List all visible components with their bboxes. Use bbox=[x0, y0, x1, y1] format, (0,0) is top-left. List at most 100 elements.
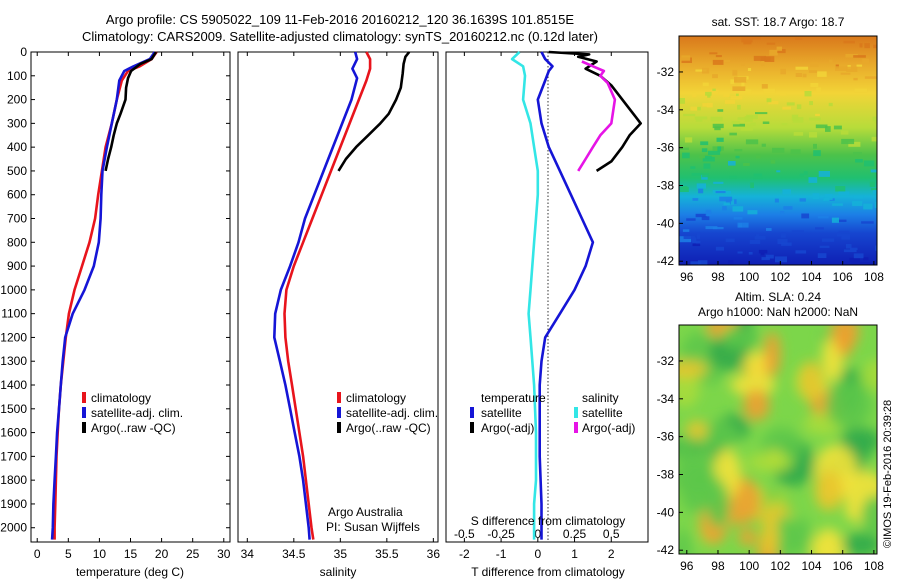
sst-lat-axis: -32 -34 -36 -38 -40 -42 bbox=[657, 65, 683, 268]
s-diff-tick-label: -0.5 bbox=[454, 527, 475, 541]
sst-patch bbox=[795, 250, 807, 254]
y-tick-label: 1900 bbox=[0, 497, 27, 511]
sst-patch bbox=[808, 70, 818, 73]
sst-patch bbox=[710, 116, 723, 122]
sst-patch bbox=[680, 186, 689, 192]
sst-patch bbox=[695, 69, 707, 72]
sla-title-line1: Altim. SLA: 0.24 bbox=[735, 290, 821, 304]
sst-patch bbox=[770, 159, 776, 164]
sst-patch bbox=[840, 130, 849, 135]
sst-patch bbox=[766, 228, 772, 231]
sst-patch bbox=[838, 191, 850, 196]
sst-patch bbox=[715, 191, 727, 194]
y-tick-label: 1200 bbox=[0, 330, 27, 344]
sla-blob bbox=[842, 533, 877, 554]
sst-patch bbox=[780, 68, 786, 75]
sst-patch bbox=[831, 217, 839, 223]
sst-patch bbox=[848, 141, 861, 147]
sst-patch bbox=[682, 229, 690, 232]
legend-label-t-argo: Argo(-adj) bbox=[481, 421, 534, 435]
x-tick-label: 0 bbox=[534, 547, 541, 561]
sst-patch bbox=[701, 174, 708, 180]
lon-tick-label: 100 bbox=[739, 559, 759, 573]
salinity-legend: climatology satellite-adj. clim. Argo(..… bbox=[337, 391, 438, 435]
sla-blob bbox=[860, 495, 877, 535]
sst-patch bbox=[747, 210, 758, 215]
sst-patch bbox=[761, 257, 770, 261]
sst-patch bbox=[728, 260, 734, 265]
sst-patch bbox=[815, 113, 820, 117]
sst-patch bbox=[715, 55, 722, 58]
sst-patch bbox=[768, 101, 779, 105]
sst-patch bbox=[835, 186, 846, 192]
difference-axes-box bbox=[445, 51, 649, 543]
sst-patch bbox=[692, 237, 697, 243]
sst-patch bbox=[696, 183, 706, 189]
legend-heading-salinity: salinity bbox=[582, 391, 619, 405]
s-diff-tick-label: -0.25 bbox=[487, 527, 515, 541]
y-tick-label: 1100 bbox=[1, 307, 27, 321]
x-tick-label: 1 bbox=[571, 547, 578, 561]
series-line-satellite-adj-clim- bbox=[272, 51, 359, 540]
sst-patch bbox=[705, 91, 712, 96]
x-tick-label: 25 bbox=[186, 547, 200, 561]
y-tick-label: 600 bbox=[7, 188, 27, 202]
sst-patch bbox=[859, 43, 863, 48]
sst-patch bbox=[723, 60, 731, 63]
sst-patch bbox=[840, 72, 851, 75]
sst-patch bbox=[698, 260, 708, 265]
sst-patch bbox=[780, 232, 786, 238]
sst-patch bbox=[823, 197, 830, 202]
sst-patch bbox=[843, 40, 855, 44]
x-tick-label: 20 bbox=[155, 547, 169, 561]
sst-title: sat. SST: 18.7 Argo: 18.7 bbox=[712, 15, 845, 29]
lat-tick-label: -38 bbox=[657, 468, 675, 482]
sla-map: Altim. SLA: 0.24 Argo h1000: NaN h2000: … bbox=[657, 290, 885, 573]
sst-patch bbox=[851, 262, 861, 265]
y-tick-label: 800 bbox=[7, 235, 27, 249]
sst-patch bbox=[766, 98, 772, 103]
legend-swatch-satellite bbox=[82, 407, 86, 418]
sst-patch bbox=[695, 213, 707, 218]
sst-patch bbox=[716, 137, 724, 142]
sst-patch bbox=[730, 79, 735, 85]
sla-lat-axis: -32 -34 -36 -38 -40 -42 bbox=[657, 354, 683, 557]
sst-patch bbox=[686, 218, 696, 221]
legend-swatch-t-satellite bbox=[470, 407, 474, 418]
sst-patch bbox=[872, 188, 877, 194]
sst-patch bbox=[838, 230, 850, 234]
lat-tick-label: -42 bbox=[657, 254, 675, 268]
sst-patch bbox=[792, 117, 804, 123]
x-tick-label: 35.5 bbox=[375, 547, 399, 561]
sst-patch bbox=[699, 155, 711, 159]
temperature-axes-box bbox=[30, 51, 231, 543]
sst-patch bbox=[852, 201, 863, 206]
sst-patch bbox=[853, 195, 864, 199]
sst-patch bbox=[690, 261, 702, 265]
sst-patch bbox=[709, 52, 718, 55]
sst-patch bbox=[679, 147, 689, 150]
sst-patch bbox=[776, 46, 782, 51]
lon-tick-label: 104 bbox=[802, 270, 822, 284]
sst-texture bbox=[679, 36, 877, 265]
sst-patch bbox=[841, 138, 855, 145]
y-tick-label: 900 bbox=[7, 259, 27, 273]
temperature-x-label: temperature (deg C) bbox=[76, 565, 184, 579]
x-tick-label: 10 bbox=[93, 547, 107, 561]
sst-patch bbox=[755, 234, 759, 237]
difference-profiles bbox=[510, 50, 643, 540]
sst-patch bbox=[762, 121, 770, 124]
x-tick-label: 15 bbox=[124, 547, 138, 561]
sst-patch bbox=[867, 263, 877, 265]
sst-patch bbox=[735, 155, 740, 159]
legend-label-s-satellite: satellite bbox=[582, 406, 623, 420]
sst-patch bbox=[825, 126, 831, 132]
sst-patch bbox=[790, 149, 801, 155]
sst-patch bbox=[729, 175, 737, 179]
sst-patch bbox=[734, 149, 743, 152]
sst-patch bbox=[873, 44, 877, 49]
y-tick-label: 500 bbox=[7, 164, 27, 178]
sst-patch bbox=[696, 232, 700, 239]
sst-patch bbox=[803, 171, 808, 175]
sst-patch bbox=[691, 173, 703, 176]
